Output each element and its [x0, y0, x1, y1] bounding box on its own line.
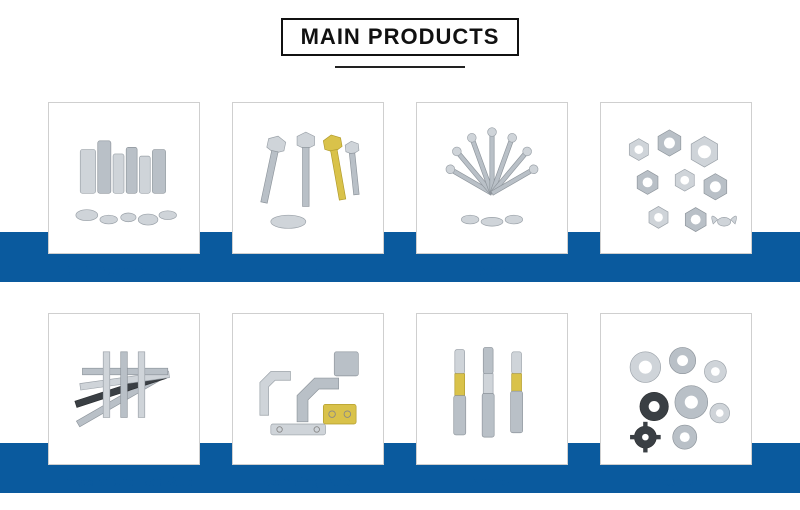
title-bar: MAIN PRODUCTS: [0, 0, 800, 78]
product-label: Stamping Parts: [262, 475, 354, 490]
product-thumb: [232, 102, 384, 254]
product-card-screw[interactable]: Screw: [412, 102, 572, 279]
product-thumb: [416, 313, 568, 465]
product-label: Washer: [654, 475, 699, 490]
page-title: MAIN PRODUCTS: [281, 18, 520, 56]
product-thumb: [600, 102, 752, 254]
product-label: Bolt: [296, 264, 320, 279]
main-products-page: MAIN PRODUCTS CNC Machine Parts Bolt: [0, 0, 800, 500]
title-underline: [335, 66, 465, 68]
product-thumb: [48, 102, 200, 254]
product-card-anchor[interactable]: Anchor: [412, 313, 572, 490]
product-card-stamping[interactable]: Stamping Parts: [228, 313, 388, 490]
product-row-2: Threaded and Rod Stud Stamping Parts Anc…: [0, 313, 800, 500]
product-thumb: [600, 313, 752, 465]
product-label: Threaded and Rod Stud: [54, 475, 195, 490]
product-label: Nut: [666, 264, 687, 279]
product-card-nut[interactable]: Nut: [596, 102, 756, 279]
product-card-cnc[interactable]: CNC Machine Parts: [44, 102, 204, 279]
product-thumb: [416, 102, 568, 254]
product-label: Screw: [474, 264, 511, 279]
product-thumb: [232, 313, 384, 465]
product-card-rod[interactable]: Threaded and Rod Stud: [44, 313, 204, 490]
product-label: CNC Machine Parts: [66, 264, 181, 279]
product-card-washer[interactable]: Washer: [596, 313, 756, 490]
product-row-1: CNC Machine Parts Bolt Screw Nut: [0, 102, 800, 289]
product-thumb: [48, 313, 200, 465]
product-card-bolt[interactable]: Bolt: [228, 102, 388, 279]
product-label: Anchor: [470, 475, 514, 490]
